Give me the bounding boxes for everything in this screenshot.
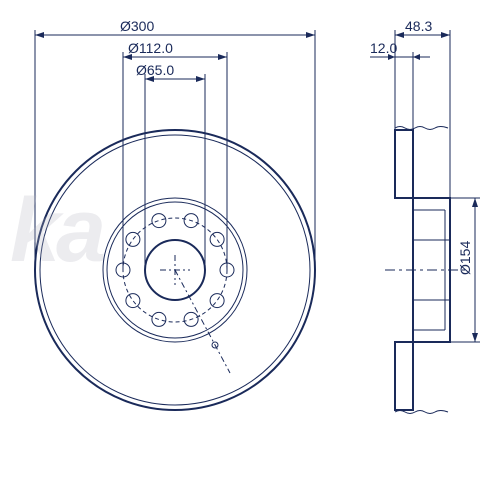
dim-center-bore: Ø65.0 <box>136 62 205 82</box>
dim-width-label: 48.3 <box>405 18 432 34</box>
front-view: Ø300 Ø112.0 Ø65.0 <box>35 18 315 410</box>
dim-hub-diameter: Ø154 <box>457 198 478 342</box>
dim-outer-diameter: Ø300 <box>35 18 315 38</box>
dim-thickness: 12.0 <box>370 40 430 60</box>
dim-outer-label: Ø300 <box>120 18 154 34</box>
dim-hub-label: Ø154 <box>457 241 473 275</box>
dim-overall-width: 48.3 <box>395 18 450 38</box>
dim-bore-label: Ø65.0 <box>136 62 174 78</box>
side-view: 48.3 12.0 Ø154 <box>370 18 480 414</box>
dim-thickness-label: 12.0 <box>370 40 397 56</box>
technical-drawing: Ø300 Ø112.0 Ø65.0 <box>0 0 500 500</box>
dim-bolt-circle: Ø112.0 <box>123 40 227 60</box>
dim-bcd-label: Ø112.0 <box>128 40 173 56</box>
